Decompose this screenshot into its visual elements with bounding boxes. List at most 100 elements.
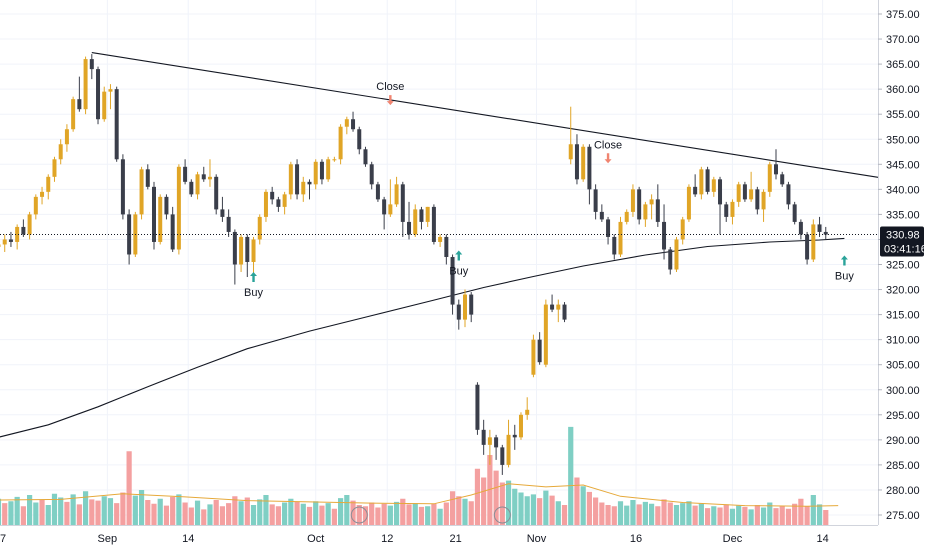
candle-body [761, 191, 766, 210]
volume-bar [282, 502, 288, 525]
volume-bar [114, 503, 120, 525]
candle [686, 184, 691, 222]
candle [817, 216, 822, 237]
candle-body [0, 244, 1, 247]
price-tick-label: 315.00 [886, 310, 920, 322]
close-arrow-icon [386, 95, 394, 106]
volume-bar [244, 497, 250, 525]
candle-body [282, 194, 287, 207]
candle [487, 429, 492, 465]
signal-label: Buy [835, 270, 854, 282]
candle [711, 176, 716, 197]
volume-bar [742, 506, 748, 525]
volume-bar [375, 507, 381, 525]
candle-body [8, 239, 13, 242]
candle-body [792, 204, 797, 222]
candle-body [500, 447, 505, 465]
price-tick-label: 310.00 [886, 335, 920, 347]
candle-body [2, 239, 7, 245]
volume-bar [437, 508, 443, 525]
candle-body [774, 164, 778, 175]
price-tick-label: 365.00 [886, 59, 920, 71]
candle-body [71, 99, 76, 130]
time-tick-label: 12 [381, 533, 393, 545]
volume-bar [238, 501, 244, 525]
candle-body [693, 186, 698, 195]
volume-bar [642, 501, 648, 525]
candle [662, 204, 667, 260]
candle [518, 412, 523, 440]
candle-body [755, 189, 760, 210]
event-markers[interactable] [350, 506, 511, 524]
volume-bar [176, 494, 182, 525]
candle [811, 219, 816, 262]
candle [301, 176, 306, 202]
price-tick-label: 370.00 [886, 34, 920, 46]
candle-body [220, 209, 225, 217]
candle-body [718, 179, 723, 205]
last-price-value: 330.98 [886, 230, 920, 242]
buy-arrow-icon [455, 250, 463, 261]
candle [693, 174, 698, 197]
candle-body [83, 59, 88, 110]
volume-bar [611, 506, 617, 525]
candle [145, 164, 150, 190]
candle [767, 161, 772, 197]
candle-body [599, 211, 604, 220]
candle-body [64, 129, 69, 145]
price-tick-label: 345.00 [886, 159, 920, 171]
candle-body [201, 174, 206, 180]
candle [649, 194, 654, 220]
candle [574, 134, 579, 185]
candle-body [593, 189, 598, 212]
volume-bar [344, 495, 350, 525]
candle [786, 181, 791, 210]
volume-bar [356, 505, 362, 525]
volume-bar [250, 505, 257, 525]
volume-bar [101, 496, 107, 525]
candle [288, 161, 293, 200]
candle-body [332, 159, 337, 161]
volume-bar [132, 495, 138, 525]
candle [326, 156, 331, 182]
candle [655, 184, 660, 227]
candle-body [649, 199, 654, 205]
price-axis[interactable]: 375.00 370.00 365.00 360.00 355.00 350.00 345.… [878, 9, 920, 522]
trendline-layer[interactable] [91, 52, 879, 178]
candle [77, 76, 82, 112]
candle [749, 171, 754, 202]
candle [562, 302, 567, 323]
candle [15, 224, 20, 250]
candle [319, 159, 324, 185]
time-axis[interactable]: 7 Sep 14 Oct 12 21 Nov 16 Dec 14 [0, 533, 829, 545]
volume-bar [736, 505, 742, 525]
volume-bar [661, 499, 667, 525]
candle-body [481, 429, 486, 445]
candle-body [618, 221, 623, 255]
volume-bar [804, 506, 810, 525]
volume-bar [325, 503, 331, 525]
candle [705, 166, 710, 195]
volume-bar [655, 506, 661, 525]
volume-bar [449, 491, 456, 525]
volume-bar [331, 508, 337, 525]
volume-moving-average [0, 483, 839, 507]
volume-bar [51, 493, 58, 525]
volume-bar [126, 451, 132, 525]
candle-body [438, 236, 443, 242]
candle-body [587, 146, 592, 190]
candle [755, 186, 760, 215]
candle [152, 181, 156, 250]
candle [637, 186, 642, 225]
volume-bar [381, 503, 387, 525]
candle-body [817, 224, 822, 232]
candle-body [145, 169, 150, 187]
volume-bar [779, 506, 785, 525]
candle-body [823, 231, 828, 235]
time-tick-label: Sep [98, 533, 118, 545]
candle [494, 434, 499, 460]
volume-bar [338, 498, 344, 525]
candle [52, 156, 57, 182]
strategy-signals: Buy Close Buy Close Buy [244, 81, 854, 299]
